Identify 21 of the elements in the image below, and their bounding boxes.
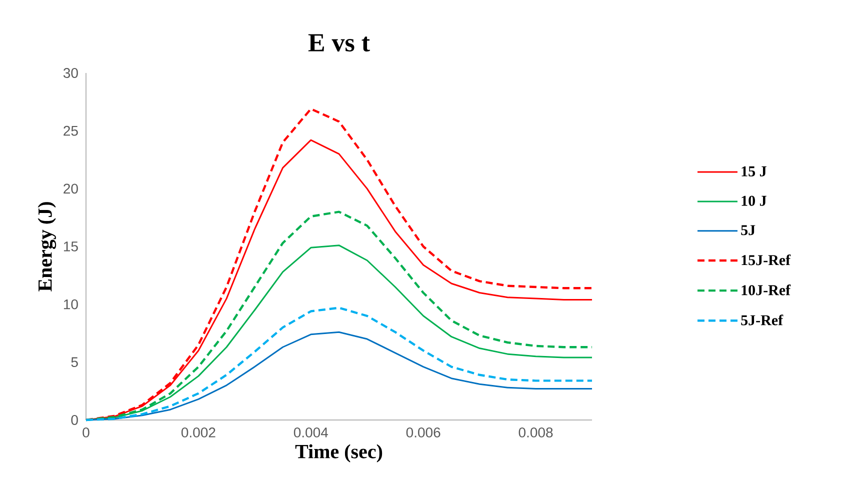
x-tick-label: 0.006 [406, 428, 440, 438]
y-tick-label: 20 [64, 184, 78, 194]
x-tick-label: 0.008 [518, 428, 553, 438]
y-axis-title: Energy (J) [38, 202, 56, 292]
y-tick-label: 0 [71, 415, 78, 425]
legend-label: 10 J [742, 196, 766, 206]
legend-label: 15J-Ref [742, 254, 791, 266]
legend-label: 5J-Ref [741, 314, 784, 326]
x-tick-label: 0.004 [294, 428, 328, 438]
x-tick-label: 0.002 [181, 428, 216, 438]
y-tick-label: 5 [71, 357, 78, 368]
chart-title: E vs t [308, 34, 370, 52]
legend-label: 10J-Ref [742, 284, 791, 296]
legend-label: 5J [741, 225, 756, 236]
legend-label: 15 J [742, 166, 766, 176]
y-tick-label: 15 [64, 242, 78, 252]
y-tick-label: 10 [64, 299, 78, 310]
x-tick-label: 0 [82, 428, 90, 438]
y-tick-label: 25 [64, 126, 78, 136]
y-tick-label: 30 [63, 68, 78, 78]
x-axis-title: Time (sec) [295, 444, 382, 462]
